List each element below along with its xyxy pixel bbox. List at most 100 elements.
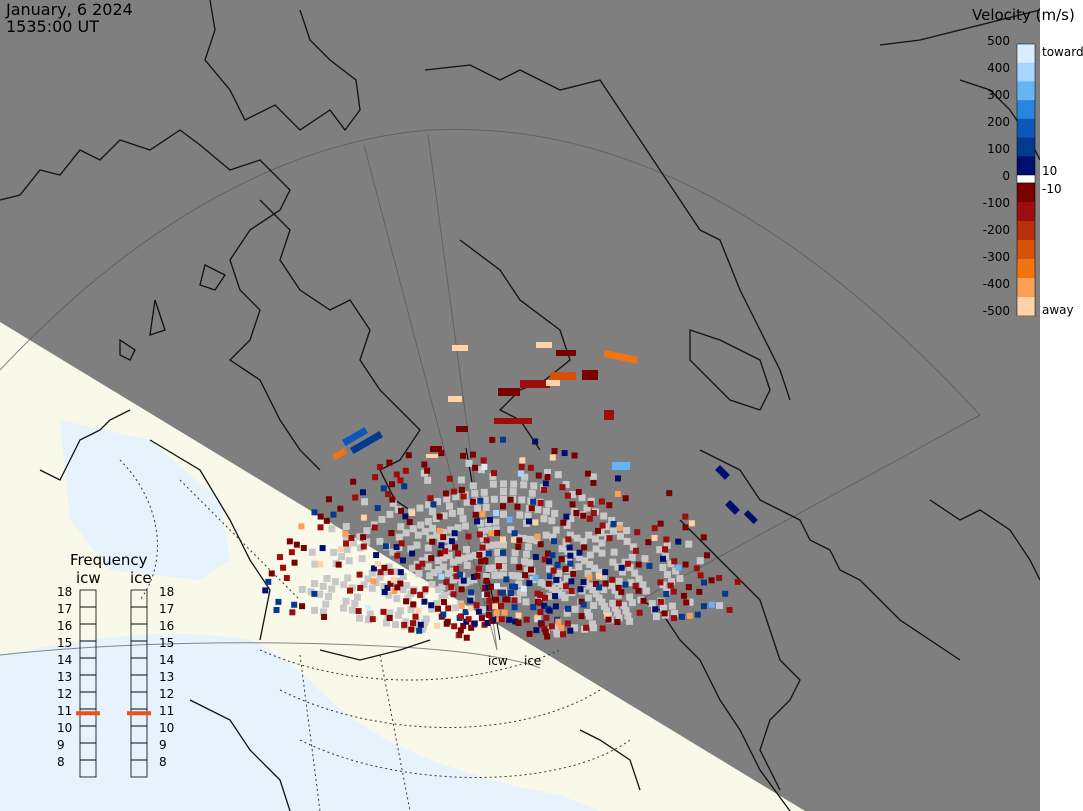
velocity-cell: [553, 576, 560, 583]
velocity-cell: [507, 590, 514, 597]
velocity-cell: [594, 527, 601, 534]
velocity-cell: [500, 436, 506, 443]
velocity-cell: [493, 583, 500, 590]
velocity-cell: [671, 615, 678, 622]
ground-scatter-cell: [551, 509, 559, 517]
velocity-cell: [661, 610, 668, 617]
ground-scatter-cell: [493, 541, 501, 549]
ground-scatter-cell: [625, 617, 633, 625]
ground-scatter-cell: [353, 593, 361, 601]
velocity-cell: [606, 502, 613, 509]
ground-scatter-cell: [627, 579, 635, 587]
velocity-cell: [492, 617, 499, 624]
velocity-cell: [438, 450, 445, 457]
ground-scatter-cell: [447, 542, 455, 550]
velocity-cell: [530, 498, 537, 505]
velocity-cell: [528, 566, 535, 573]
ground-scatter-cell: [403, 581, 411, 589]
ground-scatter-cell: [469, 482, 477, 490]
ground-scatter-cell: [479, 534, 487, 542]
velocity-cell: [397, 580, 404, 587]
ground-scatter-cell: [548, 517, 556, 525]
ground-scatter-cell: [399, 586, 407, 594]
velocity-cell: [610, 520, 617, 527]
velocity-cell: [541, 625, 548, 632]
ground-scatter-cell: [589, 586, 597, 594]
velocity-cell: [424, 467, 431, 474]
velocity-cell: [646, 562, 653, 569]
velocity-cell: [550, 567, 557, 574]
ground-scatter-cell: [500, 564, 507, 571]
velocity-cell: [437, 550, 444, 557]
velocity-cell: [580, 601, 587, 608]
velocity-cell: [438, 542, 445, 549]
ground-scatter-cell: [584, 609, 592, 617]
velocity-cell: [480, 457, 487, 464]
velocity-streak: [520, 380, 550, 388]
velocity-cell: [479, 510, 486, 517]
velocity-cell: [455, 550, 462, 557]
velocity-cell: [280, 564, 287, 571]
velocity-cell: [486, 516, 493, 523]
velocity-cell: [417, 621, 424, 628]
velocity-cell: [634, 529, 641, 536]
velocity-cell: [380, 608, 387, 615]
velocity-cell: [564, 605, 571, 612]
velocity-cell: [516, 537, 523, 544]
ground-scatter-cell: [340, 604, 348, 612]
velocity-cell: [609, 576, 616, 583]
time-label: 1535:00 UT: [6, 17, 100, 36]
ground-scatter-cell: [500, 488, 507, 495]
ground-scatter-cell: [402, 529, 410, 537]
velocity-cell: [494, 529, 501, 536]
ground-scatter-cell: [343, 546, 351, 554]
ground-scatter-cell: [487, 541, 495, 549]
ground-scatter-cell: [520, 534, 528, 542]
velocity-cell: [518, 463, 525, 470]
velocity-cell: [682, 561, 689, 568]
velocity-cell: [444, 618, 451, 625]
ground-scatter-cell: [696, 557, 704, 565]
velocity-cell: [602, 569, 609, 576]
velocity-cell: [460, 493, 467, 500]
velocity-cell: [511, 530, 518, 537]
velocity-cell: [614, 619, 621, 626]
velocity-cell: [491, 470, 498, 477]
velocity-cell: [484, 591, 491, 598]
ground-scatter-cell: [467, 593, 475, 601]
ground-scatter-cell: [428, 508, 436, 516]
velocity-cell: [534, 616, 541, 623]
velocity-cell: [500, 589, 506, 596]
radar-site-label-ice: ice: [524, 654, 541, 668]
velocity-cell: [471, 620, 478, 627]
velocity-cell: [568, 588, 575, 595]
velocity-cell: [458, 486, 465, 493]
ground-scatter-cell: [358, 555, 366, 563]
ground-scatter-cell: [509, 488, 517, 496]
velocity-cell: [708, 601, 715, 608]
ground-scatter-cell: [663, 541, 671, 549]
velocity-cell: [456, 571, 463, 578]
ground-scatter-cell: [363, 538, 371, 546]
ground-scatter-cell: [558, 545, 566, 553]
ground-scatter-cell: [619, 568, 627, 576]
velocity-cell: [398, 507, 405, 514]
velocity-cell: [538, 621, 545, 628]
ground-scatter-cell: [715, 602, 723, 610]
ground-scatter-cell: [368, 569, 376, 577]
ground-scatter-cell: [342, 534, 350, 542]
velocity-cell: [436, 528, 443, 535]
velocity-cell: [532, 438, 539, 445]
ground-scatter-cell: [395, 533, 403, 541]
velocity-cell: [448, 584, 455, 591]
velocity-cell: [532, 519, 539, 526]
ground-scatter-cell: [623, 527, 631, 535]
ground-scatter-cell: [441, 591, 449, 599]
ground-scatter-cell: [542, 507, 550, 515]
ground-scatter-cell: [428, 524, 436, 532]
velocity-cell: [504, 596, 511, 603]
ground-scatter-cell: [404, 594, 412, 602]
velocity-cell: [268, 570, 275, 577]
velocity-cell: [704, 552, 711, 559]
ground-scatter-cell: [615, 577, 623, 585]
